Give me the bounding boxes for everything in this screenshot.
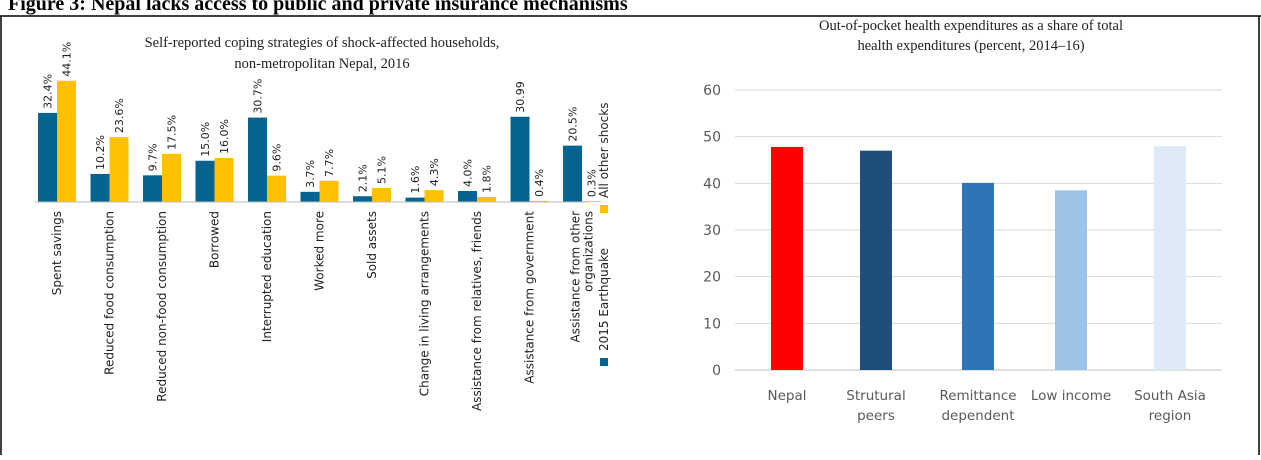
x-category-label: dependent <box>941 408 1014 424</box>
bar-value-label: 44.1% <box>61 42 74 77</box>
bar-value-label: 10.2% <box>94 135 107 170</box>
x-category-label: Remittance <box>939 388 1016 404</box>
bar-value-label: 2.1% <box>357 164 370 192</box>
y-tick-label: 0 <box>712 363 721 379</box>
bar-value-label: 23.6% <box>113 98 126 133</box>
bar-value-label: 17.5% <box>166 115 179 150</box>
category-label: Sold assets <box>365 211 379 279</box>
category-label: Change in living arrangements <box>418 211 432 396</box>
category-label: Assistance from relatives, friends <box>470 211 484 411</box>
bar-value-label: 30.7% <box>252 79 265 114</box>
bar-other-shocks-7 <box>424 190 444 202</box>
bar-value-label: 30.99 <box>514 81 527 113</box>
bar-other-shocks-4 <box>267 175 286 202</box>
category-label: Reduced non-food consumption <box>155 211 169 402</box>
left-chart-title-line-1: Self-reported coping strategies of shock… <box>145 35 500 51</box>
y-tick-label: 50 <box>703 130 721 146</box>
category-label: Worked more <box>313 211 327 291</box>
bar-2 <box>962 182 994 370</box>
x-category-label: South Asia <box>1134 388 1206 404</box>
bar-value-label: 9.6% <box>271 144 284 172</box>
legend-swatch-other-shocks <box>600 205 608 213</box>
bar-other-shocks-9 <box>529 200 549 202</box>
y-tick-label: 60 <box>703 83 721 99</box>
bar-value-label: 15.0% <box>199 122 212 157</box>
category-label: Assistance from other <box>569 211 583 343</box>
x-category-label: Nepal <box>768 388 807 404</box>
bar-1 <box>860 150 892 370</box>
bar-other-shocks-0 <box>57 80 76 202</box>
right-chart-title-line-2: health expenditures (percent, 2014–16) <box>857 38 1084 54</box>
legend-swatch-earthquake <box>600 358 608 366</box>
coping-strategies-chart: Self-reported coping strategies of shock… <box>35 35 611 411</box>
bar-3 <box>1055 190 1087 370</box>
x-category-label: Strutural <box>846 388 905 404</box>
category-label: organizations <box>582 211 596 292</box>
bar-other-shocks-5 <box>319 180 339 202</box>
y-tick-label: 20 <box>703 270 721 286</box>
bar-value-label: 9.7% <box>147 143 160 171</box>
bar-other-shocks-10 <box>582 201 601 202</box>
y-tick-label: 30 <box>703 223 721 239</box>
bar-value-label: 32.4% <box>42 74 55 109</box>
bar-earthquake-3 <box>195 160 215 202</box>
bar-earthquake-6 <box>353 196 372 202</box>
bar-value-label: 16.0% <box>218 119 231 154</box>
bar-other-shocks-8 <box>477 197 496 202</box>
bar-earthquake-7 <box>405 197 425 202</box>
legend-label-other-shocks: All other shocks <box>597 103 611 198</box>
bar-value-label: 4.0% <box>462 159 475 187</box>
bar-value-label: 7.7% <box>323 149 336 177</box>
category-label: Interrupted education <box>260 211 274 342</box>
bar-0 <box>771 146 803 370</box>
bar-value-label: 20.5% <box>567 107 580 142</box>
bar-value-label: 5.1% <box>376 156 389 184</box>
right-chart-title-line-1: Out-of-pocket health expenditures as a s… <box>819 18 1123 34</box>
bar-value-label: 3.7% <box>304 160 317 188</box>
bar-other-shocks-3 <box>214 158 234 202</box>
figure-caption: Figure 3: Nepal lacks access to public a… <box>8 0 628 15</box>
bar-earthquake-2 <box>143 175 162 202</box>
bar-value-label: 0.3% <box>586 169 599 197</box>
bar-other-shocks-6 <box>372 187 391 202</box>
bar-other-shocks-2 <box>162 153 181 202</box>
bar-value-label: 1.6% <box>409 166 422 194</box>
bar-value-label: 4.3% <box>428 158 441 186</box>
category-label: Reduced food consumption <box>103 211 117 375</box>
bar-4 <box>1154 146 1186 370</box>
left-chart-legend: All other shocks 2015 Earthquake <box>597 103 611 366</box>
category-label: Spent savings <box>50 211 64 295</box>
bar-earthquake-9 <box>510 116 530 202</box>
bar-earthquake-1 <box>90 173 110 202</box>
x-category-label: region <box>1149 408 1192 424</box>
legend-label-earthquake: 2015 Earthquake <box>597 248 611 351</box>
bar-earthquake-8 <box>458 191 477 202</box>
y-tick-label: 40 <box>703 176 721 192</box>
y-tick-label: 10 <box>703 316 721 332</box>
left-chart-title-line-2: non-metropolitan Nepal, 2016 <box>234 56 409 72</box>
x-category-label: Low income <box>1031 388 1111 404</box>
bar-value-label: 0.4% <box>533 169 546 197</box>
bar-earthquake-0 <box>38 112 57 202</box>
bar-value-label: 1.8% <box>481 165 494 193</box>
out-of-pocket-chart: Out-of-pocket health expenditures as a s… <box>703 18 1222 424</box>
bar-earthquake-10 <box>563 145 582 202</box>
x-category-label: peers <box>857 408 895 424</box>
bar-earthquake-4 <box>248 117 267 202</box>
category-label: Assistance from government <box>523 211 537 384</box>
bar-earthquake-5 <box>300 191 320 202</box>
bar-other-shocks-1 <box>109 137 129 202</box>
category-label: Borrowed <box>208 211 222 268</box>
